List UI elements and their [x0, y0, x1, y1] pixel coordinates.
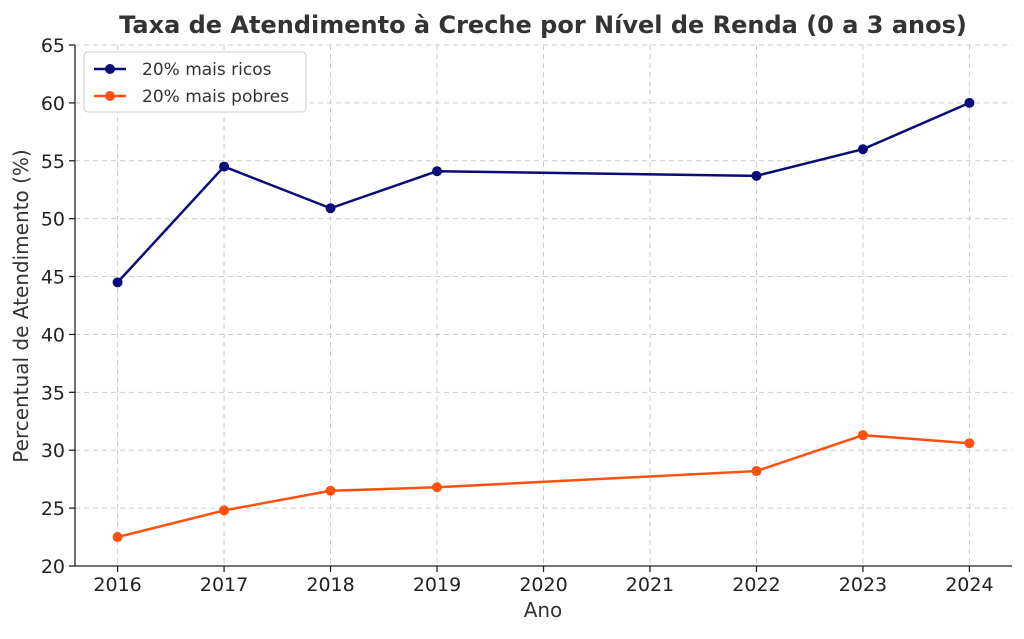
- data-point: [219, 161, 230, 172]
- axes: 2016 2017 2018 2019 2020 2021 2022 2023 20242025…: [41, 35, 1012, 596]
- x-tick-label: 2017: [200, 574, 248, 596]
- x-tick-label: 2016: [93, 574, 141, 596]
- y-tick-label: 45: [41, 267, 65, 289]
- legend-marker: [105, 91, 115, 101]
- data-point: [325, 485, 336, 496]
- legend-item: 20% mais ricos: [94, 60, 272, 80]
- data-point: [857, 144, 868, 155]
- legend-item: 20% mais pobres: [94, 87, 289, 107]
- y-tick-label: 65: [41, 35, 65, 57]
- data-point: [432, 166, 443, 177]
- y-tick-label: 20: [41, 556, 65, 578]
- x-tick-label: 2023: [839, 574, 887, 596]
- legend-marker: [105, 64, 115, 74]
- y-tick-label: 25: [41, 498, 65, 520]
- x-tick-label: 2024: [945, 574, 993, 596]
- data-point: [112, 277, 123, 288]
- y-tick-label: 55: [41, 151, 65, 173]
- series-group: [112, 97, 975, 288]
- data-point: [432, 482, 443, 493]
- y-tick-label: 30: [41, 440, 65, 462]
- x-tick-label: 2022: [732, 574, 780, 596]
- legend-label: 20% mais ricos: [142, 60, 272, 80]
- y-tick-label: 60: [41, 93, 65, 115]
- legend-label: 20% mais pobres: [142, 87, 289, 107]
- x-tick-label: 2019: [413, 574, 461, 596]
- legend: 20% mais ricos 20% mais pobres: [83, 51, 307, 113]
- y-axis-label: Percentual de Atendimento (%): [9, 149, 33, 462]
- data-point: [964, 438, 975, 449]
- y-tick-label: 40: [41, 324, 65, 346]
- y-tick-label: 50: [41, 209, 65, 231]
- data-point: [219, 505, 230, 516]
- data-point: [964, 97, 975, 108]
- series-group: [112, 430, 975, 543]
- data-point: [325, 203, 336, 214]
- y-tick-label: 35: [41, 382, 65, 404]
- legend-box: [83, 51, 307, 113]
- series-layer: [112, 97, 975, 543]
- data-point: [857, 430, 868, 441]
- x-tick-label: 2021: [626, 574, 674, 596]
- data-point: [751, 466, 762, 477]
- data-point: [751, 170, 762, 181]
- grid: [75, 44, 1012, 567]
- x-axis-label: Ano: [524, 598, 563, 622]
- x-tick-label: 2018: [306, 574, 354, 596]
- chart-title: Taxa de Atendimento à Creche por Nível d…: [119, 11, 967, 39]
- data-point: [112, 532, 123, 543]
- x-tick-label: 2020: [519, 574, 567, 596]
